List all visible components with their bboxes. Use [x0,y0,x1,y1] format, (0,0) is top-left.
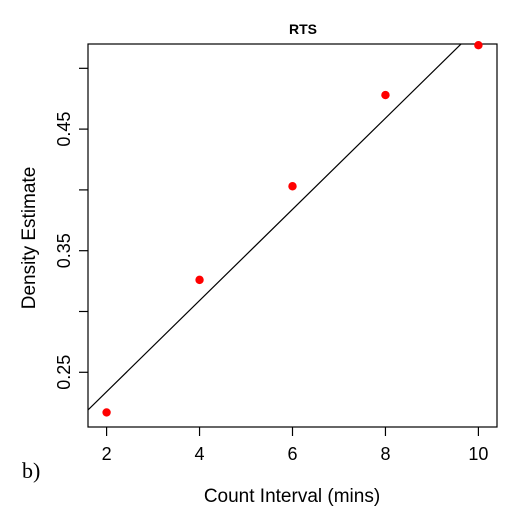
plot-frame [87,43,498,428]
data-point-0-0 [102,408,111,417]
fit-line [88,44,462,411]
y-axis-label: Density Estimate [19,167,40,310]
x-tick-label-6: 6 [287,444,297,464]
y-tick-label-0.25: 0.25 [54,355,74,390]
y-axis: 0.25 0.35 0.45 [54,67,88,390]
x-axis: 2 4 6 8 10 [102,427,488,464]
x-axis-label: Count Interval (mins) [204,486,380,507]
x-tick-label-2: 2 [102,444,112,464]
data-point-0-3 [381,90,390,100]
x-tick-label-4: 4 [195,444,205,464]
x-tick-label-8: 8 [380,444,390,464]
data-point-0-4 [474,41,483,50]
data-point-0-1 [195,275,204,285]
chart-title: RTS [289,21,317,37]
panel-label: b) [22,458,40,483]
y-tick-label-0.35: 0.35 [54,233,74,268]
y-tick-label-0.45: 0.45 [54,112,74,147]
data-point-0-2 [288,182,297,191]
x-tick-label-10: 10 [468,444,488,464]
